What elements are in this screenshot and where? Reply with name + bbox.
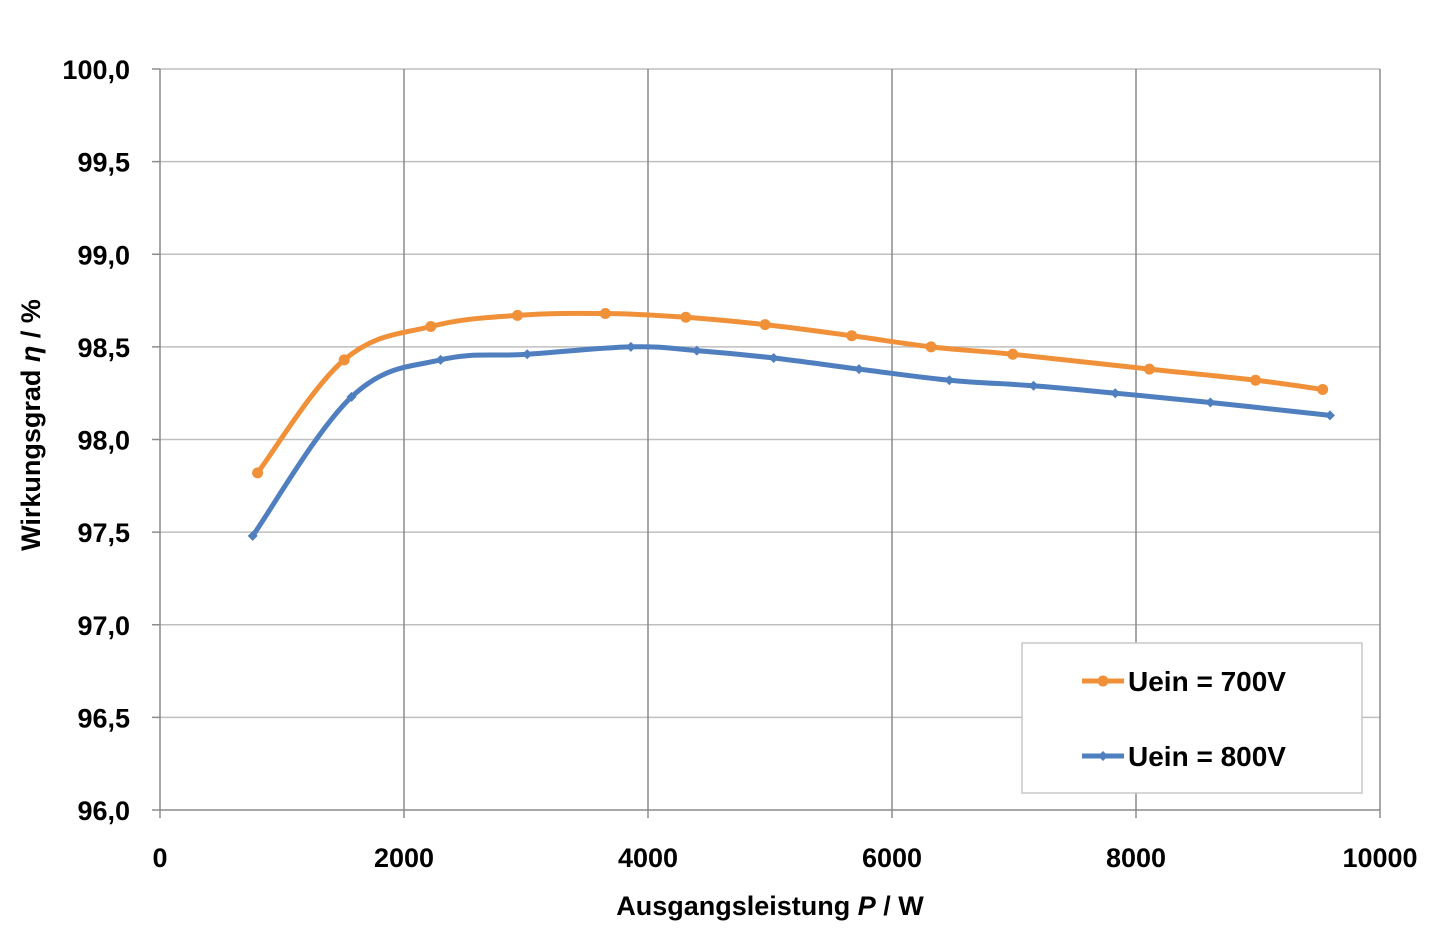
- legend-swatch-marker: [1098, 751, 1108, 761]
- data-point: [854, 364, 865, 375]
- x-tick-label: 8000: [1106, 843, 1166, 873]
- legend: Uein = 700V Uein = 800V: [1021, 642, 1363, 794]
- data-series: [247, 308, 1335, 541]
- data-point: [252, 467, 264, 479]
- data-point: [925, 341, 937, 353]
- axes: [152, 68, 1381, 818]
- data-point: [1317, 383, 1329, 395]
- x-tick-label: 2000: [374, 843, 434, 873]
- data-point: [346, 391, 357, 402]
- data-point: [680, 311, 692, 323]
- data-point: [435, 354, 446, 365]
- y-tick-label: 96,5: [77, 703, 130, 733]
- x-tick-label: 0: [152, 843, 167, 873]
- y-tick-label: 98,0: [77, 426, 130, 456]
- x-tick-labels: 0 2000 4000 6000 8000 10000: [152, 843, 1417, 873]
- data-point: [1324, 410, 1335, 421]
- legend-box: [1021, 642, 1363, 794]
- x-tick-label: 4000: [618, 843, 678, 873]
- x-tick-label: 6000: [862, 843, 922, 873]
- data-point: [1110, 388, 1121, 399]
- y-tick-label: 96,0: [77, 796, 130, 826]
- y-tick-label: 97,5: [77, 518, 130, 548]
- x-axis-title: Ausgangsleistung P / W: [616, 891, 924, 921]
- data-point: [1250, 374, 1262, 386]
- y-tick-label: 99,5: [77, 148, 130, 178]
- legend-swatch-marker: [1097, 675, 1109, 687]
- data-point: [599, 308, 611, 320]
- data-point: [944, 375, 955, 386]
- data-point: [425, 320, 437, 332]
- data-point: [759, 319, 771, 331]
- data-point: [691, 345, 702, 356]
- legend-item-uein-700v: Uein = 700V: [1082, 666, 1286, 697]
- data-point: [625, 341, 636, 352]
- data-point: [522, 349, 533, 360]
- series-line: [255, 310, 1326, 476]
- y-tick-label: 99,0: [77, 240, 130, 270]
- legend-label: Uein = 700V: [1128, 666, 1286, 697]
- data-point: [511, 309, 523, 321]
- y-tick-label: 98,5: [77, 333, 130, 363]
- data-point: [1143, 363, 1155, 375]
- y-axis-title: Wirkungsgrad η / %: [16, 299, 46, 551]
- y-tick-label: 97,0: [77, 611, 130, 641]
- data-point: [1007, 348, 1019, 360]
- series-line: [250, 344, 1333, 539]
- y-tick-labels: 96,0 96,5 97,0 97,5 98,0 98,5 99,0 99,5 100,0: [62, 55, 130, 826]
- series-uein-700v: [252, 308, 1329, 479]
- series-uein-800v: [247, 341, 1335, 541]
- legend-label: Uein = 800V: [1128, 741, 1286, 772]
- data-point: [338, 354, 350, 366]
- data-point: [846, 330, 858, 342]
- grid-lines: [160, 68, 1381, 810]
- data-point: [1028, 380, 1039, 391]
- y-tick-label: 100,0: [62, 55, 130, 85]
- data-point: [768, 352, 779, 363]
- data-point: [1205, 397, 1216, 408]
- legend-item-uein-800v: Uein = 800V: [1082, 741, 1286, 772]
- data-point: [247, 530, 258, 541]
- x-tick-label: 10000: [1342, 843, 1417, 873]
